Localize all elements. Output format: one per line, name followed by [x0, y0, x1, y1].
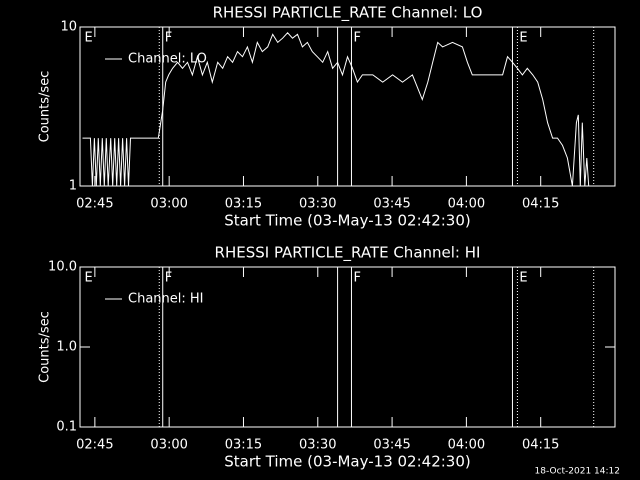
flag-label: E [84, 31, 92, 46]
flag-label: E [84, 271, 92, 286]
x-tick-label: 03:45 [373, 438, 410, 453]
x-tick-label: 04:15 [522, 197, 559, 212]
chart-title: RHESSI PARTICLE_RATE Channel: HI [215, 244, 481, 263]
x-tick-label: 04:00 [448, 438, 485, 453]
legend-label: Channel: HI [128, 292, 204, 307]
flag-label: E [519, 31, 527, 46]
flag-label: F [353, 31, 360, 46]
flag-label: F [353, 271, 360, 286]
y-tick-label: 10.0 [48, 260, 77, 275]
chart-title: RHESSI PARTICLE_RATE Channel: LO [213, 4, 483, 23]
x-tick-label: 03:30 [299, 438, 336, 453]
x-tick-label: 03:15 [225, 197, 262, 212]
data-line [82, 32, 590, 187]
y-axis-label: Counts/sec [38, 311, 53, 383]
footer: 18-Oct-2021 14:12 [535, 467, 620, 477]
x-tick-label: 03:45 [373, 197, 410, 212]
plot-frame [79, 26, 616, 187]
x-tick-label: 02:45 [76, 197, 113, 212]
x-axis-label: Start Time (03-May-13 02:42:30) [224, 212, 470, 230]
x-tick-label: 03:00 [150, 438, 187, 453]
x-tick-label: 04:15 [522, 438, 559, 453]
y-axis-label: Counts/sec [38, 71, 53, 143]
flag-label: F [165, 31, 172, 46]
y-tick-label: 10 [60, 20, 77, 35]
x-tick-label: 03:30 [299, 197, 336, 212]
x-axis-label: Start Time (03-May-13 02:42:30) [224, 453, 470, 471]
x-tick-label: 04:00 [448, 197, 485, 212]
y-tick-label: 1 [69, 179, 77, 194]
x-tick-label: 03:15 [225, 438, 262, 453]
y-tick-label: 1.0 [56, 340, 77, 355]
y-tick-label: 0.1 [56, 420, 77, 435]
flag-label: F [165, 271, 172, 286]
x-tick-label: 03:00 [150, 197, 187, 212]
x-tick-label: 02:45 [76, 438, 113, 453]
flag-label: E [519, 271, 527, 286]
